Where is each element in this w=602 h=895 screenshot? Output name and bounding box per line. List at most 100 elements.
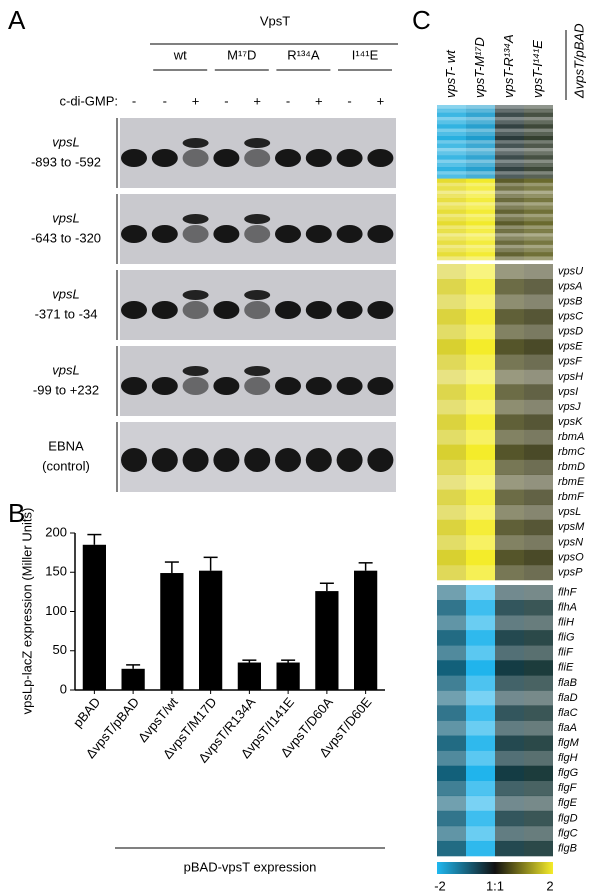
heat-cell <box>437 675 466 691</box>
heat-cell <box>437 170 466 176</box>
heat-cell <box>466 615 495 631</box>
heat-cell <box>495 309 524 325</box>
heat-cell <box>495 174 524 179</box>
probe-range: (control) <box>42 458 90 473</box>
bar <box>199 570 223 690</box>
panel-label: C <box>412 5 431 35</box>
gene-label: vpsK <box>558 416 583 428</box>
heat-cell <box>466 534 495 551</box>
probe-range: -371 to -34 <box>35 306 98 321</box>
probe-name: EBNA <box>48 438 84 453</box>
heat-cell <box>466 675 495 691</box>
heat-cell <box>466 810 495 827</box>
gene-label: flgC <box>558 827 578 839</box>
heat-cell <box>495 105 524 110</box>
band <box>336 377 363 395</box>
heat-cell <box>495 564 524 581</box>
gene-label: rbmC <box>558 446 585 458</box>
heat-cell <box>466 116 495 121</box>
heat-cell <box>524 720 553 736</box>
heat-cell <box>437 720 466 736</box>
heat-cell <box>466 474 495 491</box>
heat-cell <box>466 720 495 736</box>
band <box>213 301 240 319</box>
heat-cell <box>524 128 553 133</box>
heat-cell <box>466 167 495 172</box>
heat-cell <box>466 600 495 616</box>
heat-cell <box>466 124 495 129</box>
heat-cell <box>495 504 524 521</box>
heat-cell <box>437 765 466 782</box>
heat-cell <box>495 167 524 172</box>
heat-cell <box>437 236 466 241</box>
heat-cell <box>437 178 466 183</box>
group-label: pBAD-vpsT expression <box>184 859 317 874</box>
heat-cell <box>495 384 524 400</box>
heat-cell <box>437 139 466 145</box>
heat-cell <box>524 339 553 355</box>
heat-cell <box>437 221 466 226</box>
heat-cell <box>437 151 466 156</box>
heat-cell <box>437 112 466 117</box>
heat-cell <box>466 705 495 721</box>
heat-cell <box>524 765 553 782</box>
heat-cell <box>495 489 524 506</box>
heat-cell <box>524 205 553 210</box>
probe-range: -643 to -320 <box>31 230 101 245</box>
heat-cell <box>437 163 466 168</box>
probe-range: -893 to -592 <box>31 154 101 169</box>
ligand-sign: - <box>224 93 228 108</box>
heat-cell <box>495 201 524 207</box>
heat-cell <box>495 339 524 355</box>
probe-name: vpsL <box>52 134 79 149</box>
heat-cell <box>524 690 553 706</box>
heat-cell <box>524 151 553 156</box>
ligand-label: c-di-GMP: <box>60 93 119 108</box>
heat-cell <box>524 399 553 415</box>
heat-cell <box>437 217 466 222</box>
shifted-band <box>182 138 209 148</box>
heat-cell <box>466 217 495 222</box>
heat-cell <box>495 213 524 218</box>
heat-cell <box>437 810 466 827</box>
heat-cell <box>466 170 495 176</box>
gene-label: vpsC <box>558 311 583 323</box>
gene-label: vpsL <box>558 506 581 518</box>
heat-cell <box>524 159 553 164</box>
heat-cell <box>524 810 553 827</box>
variant-label: R¹³⁴A <box>287 47 320 62</box>
heat-cell <box>495 132 524 137</box>
heat-cell <box>437 147 466 152</box>
panel-label: A <box>8 5 26 35</box>
heat-cell <box>524 236 553 241</box>
heat-cell <box>466 252 495 257</box>
band <box>275 448 301 472</box>
heat-cell <box>437 256 466 261</box>
heat-cell <box>466 182 495 187</box>
heat-cell <box>495 399 524 415</box>
heat-cell <box>466 414 495 430</box>
shifted-band <box>244 290 271 300</box>
gene-label: flaB <box>558 677 577 689</box>
band <box>121 377 147 395</box>
heat-cell <box>466 248 495 253</box>
heat-cell <box>437 124 466 129</box>
heat-cell <box>524 120 553 125</box>
heat-cell <box>524 213 553 218</box>
heat-cell <box>495 810 524 827</box>
heat-cell <box>437 384 466 400</box>
heat-cell <box>524 615 553 631</box>
heat-cell <box>524 124 553 129</box>
heat-cell <box>495 615 524 631</box>
shifted-band <box>182 366 209 376</box>
heat-cell <box>466 780 495 797</box>
band <box>182 225 209 243</box>
gene-label: vpsO <box>558 551 584 563</box>
heat-cell <box>524 201 553 207</box>
column-header: vpsT- wt <box>443 49 458 98</box>
heat-cell <box>437 690 466 706</box>
band <box>336 149 363 167</box>
heat-cell <box>495 720 524 736</box>
heat-cell <box>437 309 466 325</box>
